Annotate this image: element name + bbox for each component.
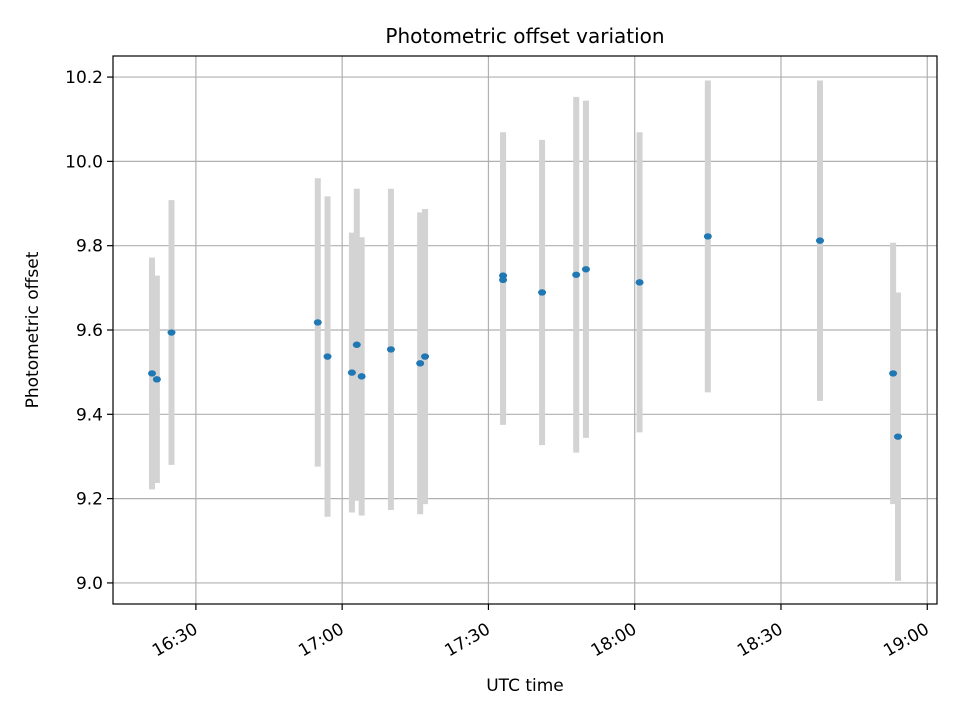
data-point [357, 373, 366, 380]
data-point [815, 237, 824, 244]
y-tick-label: 10.2 [65, 68, 103, 88]
y-tick-label: 10.0 [65, 152, 103, 172]
data-point [167, 329, 176, 336]
data-point [889, 370, 898, 377]
x-axis-label: UTC time [486, 676, 564, 696]
data-point [893, 433, 902, 440]
data-point [538, 289, 547, 296]
data-point [703, 233, 712, 240]
data-point [421, 353, 430, 360]
data-point [313, 319, 322, 326]
data-point [499, 272, 508, 279]
data-point [416, 360, 425, 367]
data-point [386, 346, 395, 353]
y-tick-label: 9.6 [76, 321, 103, 341]
y-tick-label: 9.0 [76, 574, 103, 594]
data-point [148, 370, 157, 377]
data-point [635, 279, 644, 286]
data-point [323, 353, 332, 360]
y-tick-label: 9.2 [76, 490, 103, 510]
data-point [581, 266, 590, 273]
y-tick-label: 9.8 [76, 237, 103, 257]
y-axis-label: Photometric offset [23, 251, 43, 408]
data-point [347, 369, 356, 376]
data-point [572, 271, 581, 278]
y-tick-label: 9.4 [76, 405, 103, 425]
data-points [148, 233, 902, 440]
data-point [152, 376, 161, 383]
data-point [352, 341, 361, 348]
y-axis: 9.0 9.2 9.4 9.6 9.8 10.0 10.2 [65, 68, 113, 594]
grid [113, 56, 937, 604]
chart-title: Photometric offset variation [385, 24, 664, 48]
